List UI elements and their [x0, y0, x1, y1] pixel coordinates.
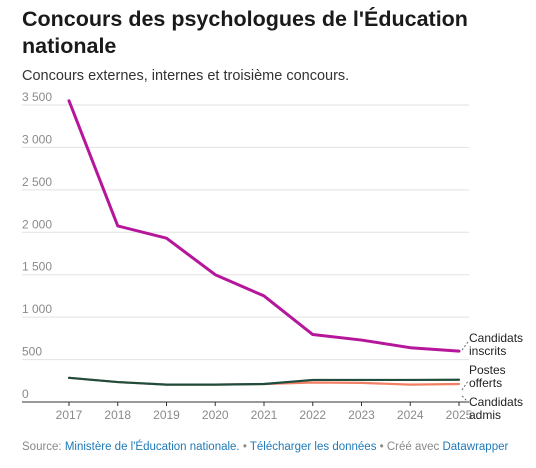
chart-subtitle: Concours externes, internes et troisième…: [22, 68, 350, 84]
gridlines: [22, 104, 469, 403]
x-tick-label: 2024: [397, 408, 424, 422]
datawrapper-link[interactable]: Datawrapper: [442, 441, 509, 453]
series-label: Postes offerts: [469, 363, 506, 390]
chart-title: Concours des psychologues de l'Éducation…: [22, 7, 468, 58]
source-link[interactable]: Ministère de l'Éducation nationale.: [64, 441, 240, 453]
footer: Source: Ministère de l'Éducation nationa…: [22, 441, 508, 453]
x-tick-label: 2017: [56, 408, 83, 422]
series-lines: [67, 99, 461, 386]
x-axis-ticks: 2017 2018 2019 2020 2021 2022 2023 2024 2025: [56, 402, 473, 422]
x-tick-label: 2021: [251, 408, 278, 422]
x-tick-label: 2025: [446, 408, 473, 422]
series-labels: Candidats inscrits Postes offerts Candidats a…: [461, 331, 523, 422]
series-label: Candidats inscrits: [469, 331, 523, 358]
x-tick-label: 2019: [153, 408, 180, 422]
created-with-text: • Créé avec: [376, 441, 443, 453]
series-label-leader: [461, 395, 469, 403]
x-tick-label: 2018: [104, 408, 131, 422]
x-tick-label: 2023: [348, 408, 375, 422]
series-label-leader: [461, 341, 469, 351]
y-tick-label: 1 500: [22, 260, 52, 274]
y-tick-label: 2 500: [22, 175, 52, 189]
y-axis-ticks: 0 500 1 000 1 500 2 000 2 500 3 000 3 500: [22, 90, 52, 401]
footer-separator: •: [239, 441, 250, 453]
y-tick-label: 1 000: [22, 302, 52, 316]
series-line-1: [67, 376, 461, 386]
y-tick-label: 3 000: [22, 132, 52, 146]
series-line-0: [67, 99, 461, 353]
series-label-leader: [461, 380, 469, 391]
y-tick-label: 3 500: [22, 90, 52, 104]
series-label: Candidats admis: [469, 395, 523, 422]
y-tick-label: 2 000: [22, 217, 52, 231]
x-tick-label: 2020: [202, 408, 229, 422]
source-prefix: Source:: [22, 441, 65, 453]
x-tick-label: 2022: [299, 408, 326, 422]
download-data-link[interactable]: Télécharger les données: [249, 441, 377, 453]
y-tick-label: 0: [22, 387, 29, 401]
y-tick-label: 500: [22, 345, 42, 359]
